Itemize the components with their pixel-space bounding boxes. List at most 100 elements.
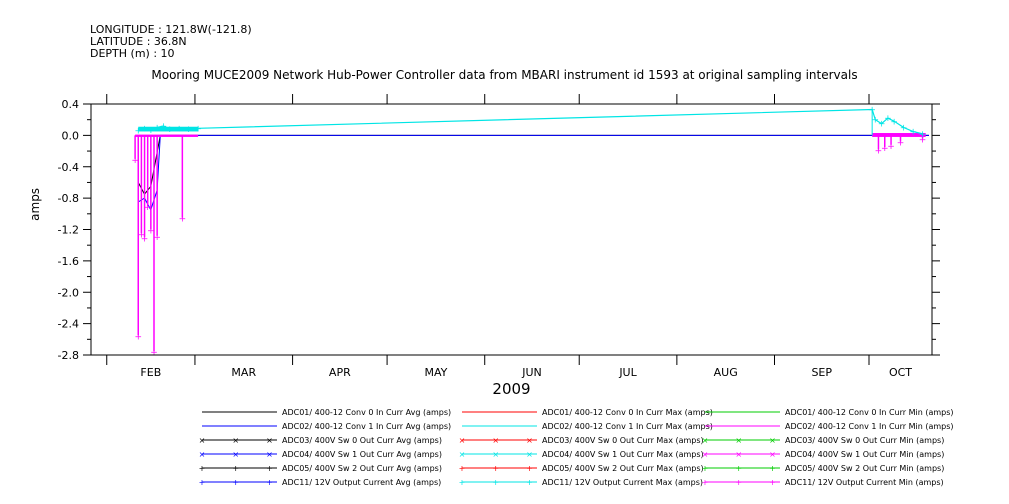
series-magenta-marker: + <box>153 233 161 243</box>
x-tick-label: AUG <box>714 366 738 379</box>
legend-marker: × <box>232 436 239 445</box>
series-magenta-marker: + <box>138 230 146 240</box>
series-cyan-marker: + <box>884 114 892 124</box>
y-tick-label: -0.8 <box>58 192 79 205</box>
legend-marker: × <box>769 450 776 459</box>
legend-marker: × <box>266 436 273 445</box>
legend-marker: × <box>199 436 206 445</box>
x-tick-label: JUL <box>618 366 637 379</box>
legend-marker: + <box>492 478 499 487</box>
legend-marker: + <box>735 464 742 473</box>
y-tick-label: -2.8 <box>58 349 79 362</box>
legend-marker: × <box>459 450 466 459</box>
series-cyan-max <box>137 108 923 135</box>
legend-marker: + <box>266 478 273 487</box>
series-magenta-marker: + <box>131 156 139 166</box>
legend-label: ADC02/ 400-12 Conv 1 In Curr Min (amps) <box>785 422 954 431</box>
legend-marker: + <box>232 478 239 487</box>
legend-label: ADC05/ 400V Sw 2 Out Curr Min (amps) <box>785 464 944 473</box>
series-magenta-marker: + <box>887 142 895 152</box>
axis-ticks: 0.4 0.0 -0.4 -0.8 -1.2 -1.6 -2.0 -2.4 -2.8 FEB MAR… <box>58 94 940 379</box>
legend-label: ADC04/ 400V Sw 1 Out Curr Max (amps) <box>542 450 704 459</box>
legend-marker: × <box>735 450 742 459</box>
series-magenta-marker: + <box>150 348 158 358</box>
legend-marker: × <box>735 436 742 445</box>
legend-marker: + <box>459 464 466 473</box>
series-cyan-marker: + <box>919 130 927 140</box>
legend-label: ADC04/ 400V Sw 1 Out Curr Min (amps) <box>785 450 944 459</box>
y-tick-label: -2.0 <box>58 286 79 299</box>
y-tick-label: 0.4 <box>62 98 80 111</box>
y-tick-label: -0.4 <box>58 161 79 174</box>
legend-marker: × <box>702 450 709 459</box>
legend-marker: × <box>199 450 206 459</box>
chart-title: Mooring MUCE2009 Network Hub-Power Contr… <box>151 68 858 82</box>
series-black-avg <box>137 134 929 196</box>
legend-label: ADC02/ 400-12 Conv 1 In Curr Max (amps) <box>542 422 713 431</box>
series-magenta-marker: + <box>881 144 889 154</box>
series-magenta-marker: + <box>134 332 142 342</box>
legend-marker: × <box>492 450 499 459</box>
legend-marker: × <box>266 450 273 459</box>
x-tick-label: MAY <box>424 366 447 379</box>
series-cyan-marker: + <box>872 116 880 126</box>
series-cyan-band <box>138 126 199 132</box>
legend-marker: × <box>492 436 499 445</box>
y-tick-label: -2.4 <box>58 318 79 331</box>
legend-label: ADC05/ 400V Sw 2 Out Curr Max (amps) <box>542 464 704 473</box>
y-axis-label: amps <box>28 188 42 221</box>
series-magenta-marker: + <box>179 215 187 225</box>
legend-marker: + <box>702 464 709 473</box>
series-magenta-marker: + <box>897 139 905 149</box>
legend-label: ADC03/ 400V Sw 0 Out Curr Max (amps) <box>542 436 704 445</box>
legend-marker: + <box>769 478 776 487</box>
series-magenta-marker: + <box>147 227 155 237</box>
series-cyan-marker: + <box>909 127 917 137</box>
latitude-label: LATITUDE : 36.8N <box>90 35 187 48</box>
y-tick-label: -1.2 <box>58 224 79 237</box>
x-tick-label: OCT <box>889 366 912 379</box>
x-tick-label: MAR <box>231 366 256 379</box>
legend-label: ADC01/ 400-12 Conv 0 In Curr Max (amps) <box>542 408 713 417</box>
legend-marker: + <box>702 478 709 487</box>
series-cyan-marker: + <box>878 120 886 130</box>
legend-label: ADC11/ 12V Output Current Min (amps) <box>785 478 944 487</box>
series-magenta-marker: + <box>141 234 149 244</box>
legend-marker: + <box>526 478 533 487</box>
series-cyan-marker: + <box>890 117 898 127</box>
legend-marker: + <box>526 464 533 473</box>
series-magenta-band-oct <box>872 133 926 137</box>
legend-marker: × <box>459 436 466 445</box>
legend-marker: + <box>735 478 742 487</box>
legend-marker: + <box>232 464 239 473</box>
legend-marker: × <box>232 450 239 459</box>
y-tick-label: 0.0 <box>62 129 80 142</box>
legend-marker: + <box>199 464 206 473</box>
legend-marker: + <box>199 478 206 487</box>
series-blue-avg <box>137 134 929 212</box>
legend-label: ADC02/ 400-12 Conv 1 In Curr Avg (amps) <box>282 422 451 431</box>
legend-label: ADC11/ 12V Output Current Max (amps) <box>542 478 703 487</box>
legend-marker: + <box>769 464 776 473</box>
x-tick-label: FEB <box>140 366 161 379</box>
legend-label: ADC03/ 400V Sw 0 Out Curr Avg (amps) <box>282 436 442 445</box>
legend-label: ADC03/ 400V Sw 0 Out Curr Min (amps) <box>785 436 944 445</box>
legend-marker: × <box>769 436 776 445</box>
series-magenta-marker: + <box>144 203 152 213</box>
series-magenta-marker: + <box>919 136 927 146</box>
x-tick-label: APR <box>329 366 351 379</box>
legend-marker: + <box>492 464 499 473</box>
plot-frame <box>90 103 933 356</box>
legend-label: ADC01/ 400-12 Conv 0 In Curr Avg (amps) <box>282 408 451 417</box>
legend-marker: × <box>526 450 533 459</box>
legend-marker: × <box>526 436 533 445</box>
legend-label: ADC11/ 12V Output Current Avg (amps) <box>282 478 441 487</box>
plot-area: +++++++++++++++++++++++++++++++ <box>131 105 929 358</box>
y-tick-label: -1.6 <box>58 255 79 268</box>
x-axis-label: 2009 <box>492 380 530 398</box>
legend-label: ADC04/ 400V Sw 1 Out Curr Avg (amps) <box>282 450 442 459</box>
legend-marker: + <box>459 478 466 487</box>
legend-label: ADC01/ 400-12 Conv 0 In Curr Min (amps) <box>785 408 954 417</box>
depth-label: DEPTH (m) : 10 <box>90 47 175 60</box>
